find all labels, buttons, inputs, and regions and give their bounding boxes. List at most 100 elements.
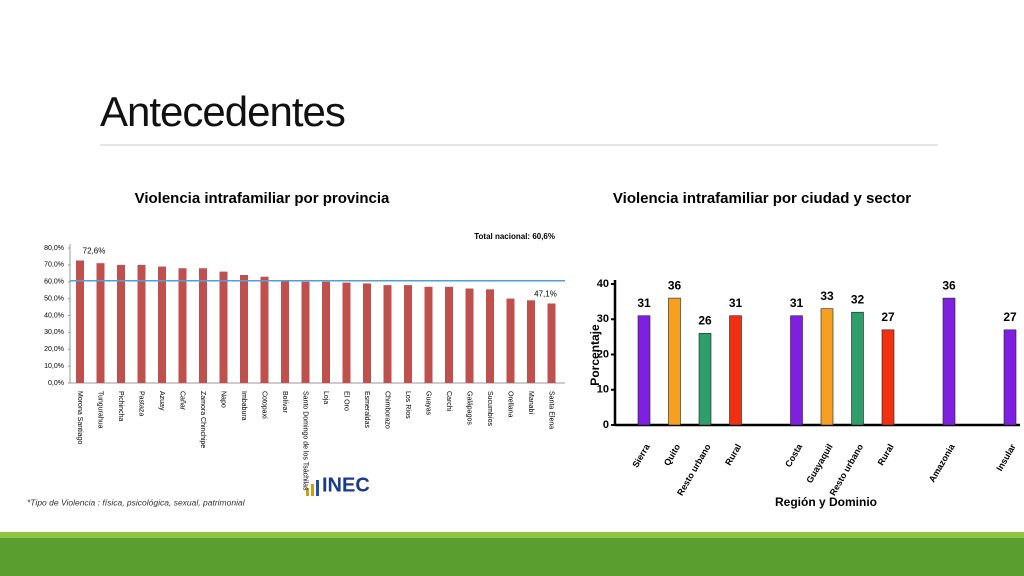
x-tick-label: Loja bbox=[322, 391, 329, 404]
bar bbox=[942, 297, 956, 426]
bar bbox=[219, 271, 228, 383]
bar bbox=[301, 281, 310, 383]
x-tick-label: El Oro bbox=[343, 391, 350, 411]
data-label: 33 bbox=[820, 289, 834, 303]
bar bbox=[465, 288, 474, 383]
slide-title: Antecedentes bbox=[100, 88, 345, 135]
bar bbox=[506, 298, 515, 383]
bar bbox=[851, 311, 864, 426]
x-tick-label: Esmeraldas bbox=[363, 391, 370, 428]
data-label: 32 bbox=[851, 292, 865, 306]
y-tick-label: 60,0% bbox=[44, 279, 64, 286]
x-tick-label: Chimborazo bbox=[384, 391, 391, 429]
bar bbox=[1003, 329, 1017, 426]
y-tick-label: 40 bbox=[597, 278, 609, 290]
x-tick-label: Carchi bbox=[445, 391, 452, 412]
data-label: 47,1% bbox=[534, 290, 557, 299]
data-label: 31 bbox=[729, 296, 743, 310]
bar bbox=[445, 286, 453, 383]
data-label: 27 bbox=[1003, 310, 1017, 324]
bar bbox=[637, 315, 651, 426]
x-tick-label: Orellana bbox=[507, 391, 514, 418]
x-tick-label: Cotopaxi bbox=[261, 391, 268, 419]
bar bbox=[547, 303, 556, 383]
bar bbox=[178, 268, 187, 383]
data-label: 27 bbox=[881, 310, 895, 324]
logo-text: INEC bbox=[322, 474, 370, 496]
x-tick-label: Manabí bbox=[527, 391, 534, 414]
y-tick-label: 30 bbox=[597, 313, 609, 325]
bar bbox=[137, 264, 146, 383]
bar bbox=[96, 263, 105, 383]
data-label: 26 bbox=[698, 314, 712, 328]
bar bbox=[363, 283, 371, 383]
x-tick-label: Guayas bbox=[425, 391, 432, 416]
logo-bar bbox=[316, 480, 319, 496]
bar bbox=[240, 275, 248, 383]
bar bbox=[729, 315, 742, 426]
footnote: *Tipo de Violencia : física, psicológica… bbox=[27, 497, 246, 507]
bar bbox=[199, 268, 207, 383]
data-label: 36 bbox=[668, 278, 682, 292]
x-tick-label: Cañar bbox=[179, 391, 186, 411]
y-tick-label: 20 bbox=[597, 348, 609, 360]
logo-bar bbox=[306, 488, 309, 496]
bar bbox=[698, 333, 712, 426]
data-label: 31 bbox=[637, 296, 651, 310]
data-label: 72,6% bbox=[83, 247, 106, 256]
x-tick-label: Santa Elena bbox=[548, 391, 555, 429]
x-tick-label: Sucumbíos bbox=[486, 391, 493, 427]
x-tick-label: Tungurahua bbox=[97, 391, 104, 429]
x-tick-label: Pastaza bbox=[138, 391, 145, 416]
x-tick-label: Los Ríos bbox=[404, 391, 411, 419]
x-tick-label: Morona Santiago bbox=[76, 391, 83, 444]
x-tick-label: Pichincha bbox=[117, 391, 124, 421]
x-tick-label: Galápagos bbox=[466, 391, 473, 425]
y-tick-label: 50,0% bbox=[44, 295, 64, 302]
x-tick-label: Napo bbox=[220, 391, 227, 408]
y-tick-label: 40,0% bbox=[44, 312, 64, 319]
bar bbox=[527, 300, 535, 383]
bar bbox=[342, 282, 351, 383]
y-tick-label: 30,0% bbox=[44, 329, 64, 336]
y-tick-label: 0 bbox=[603, 419, 609, 431]
bar bbox=[281, 280, 289, 383]
footer-band bbox=[0, 538, 1024, 576]
y-tick-label: 80,0% bbox=[44, 245, 64, 252]
reference-label: Total nacional: 60,6% bbox=[474, 232, 555, 241]
bar bbox=[260, 276, 269, 383]
bar bbox=[790, 315, 803, 426]
y-tick-label: 10,0% bbox=[44, 363, 64, 370]
y-tick-label: 70,0% bbox=[44, 262, 64, 269]
chart-title: Violencia intrafamiliar por provincia bbox=[135, 190, 390, 207]
bar bbox=[881, 329, 895, 426]
x-tick-label: Imbabura bbox=[240, 391, 247, 421]
bar bbox=[424, 286, 433, 383]
y-tick-label: 0,0% bbox=[48, 380, 64, 387]
data-label: 31 bbox=[790, 296, 804, 310]
data-label: 36 bbox=[942, 278, 956, 292]
bar bbox=[668, 297, 681, 426]
bar bbox=[383, 285, 392, 383]
bar bbox=[486, 289, 494, 383]
y-tick-label: 20,0% bbox=[44, 346, 64, 353]
x-tick-label: Zamora Chinchipe bbox=[199, 391, 206, 448]
y-axis-label: Porcentaje bbox=[588, 324, 602, 386]
bar bbox=[404, 285, 412, 383]
bar bbox=[76, 260, 84, 383]
bar bbox=[117, 264, 125, 383]
y-tick-label: 10 bbox=[597, 384, 609, 396]
x-tick-label: Santo Domingo de los Tsáchilas bbox=[302, 391, 309, 491]
x-tick-label: Bolívar bbox=[281, 391, 288, 413]
bar bbox=[158, 266, 166, 383]
logo-bar bbox=[311, 484, 314, 496]
x-tick-label: Azuay bbox=[158, 391, 165, 411]
bar bbox=[322, 281, 330, 383]
bar bbox=[820, 308, 834, 426]
chart-title: Violencia intrafamiliar por ciudad y sec… bbox=[613, 190, 911, 207]
footer-stripe bbox=[0, 532, 1024, 538]
x-axis-label: Región y Dominio bbox=[775, 495, 877, 509]
